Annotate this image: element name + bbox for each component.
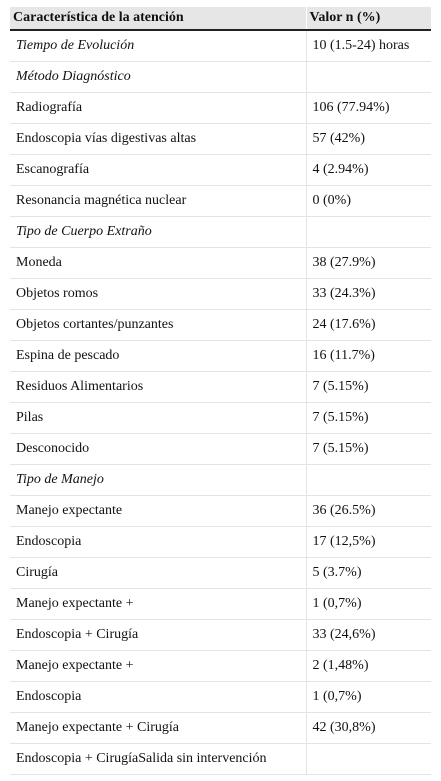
section-label: Método Diagnóstico bbox=[10, 61, 306, 93]
table-body: Tiempo de Evolución 10 (1.5-24) horas Méto… bbox=[10, 30, 431, 775]
table-row: Radiografía 106 (77.94%) bbox=[10, 92, 431, 124]
table-row: Endoscopia vías digestivas altas 57 (42%) bbox=[10, 123, 431, 155]
table-row: Moneda 38 (27.9%) bbox=[10, 247, 431, 279]
row-value: 42 (30,8%) bbox=[305, 712, 431, 744]
row-value bbox=[305, 464, 431, 496]
table-row: Objetos cortantes/punzantes 24 (17.6%) bbox=[10, 309, 431, 341]
table-row: Pilas 7 (5.15%) bbox=[10, 402, 431, 434]
row-value: 33 (24,6%) bbox=[305, 619, 431, 651]
table-row: Manejo expectante +2 (1,48%) bbox=[10, 650, 431, 682]
section-row: Tipo de Manejo bbox=[10, 464, 431, 496]
row-label: Endoscopia bbox=[10, 681, 306, 713]
table-row: Manejo expectante 36 (26.5%) bbox=[10, 495, 431, 527]
header-row: Característica de la atención Valor n (%… bbox=[10, 7, 431, 31]
row-value: 10 (1.5-24) horas bbox=[305, 30, 431, 62]
section-row: Tipo de Cuerpo Extraño bbox=[10, 216, 431, 248]
table-row: Cirugía 5 (3.7%) bbox=[10, 557, 431, 589]
table-row: Desconocido 7 (5.15%) bbox=[10, 433, 431, 465]
table-row: Escanografía 4 (2.94%) bbox=[10, 154, 431, 186]
row-label: Manejo expectante + bbox=[10, 650, 306, 682]
row-label: Resonancia magnética nuclear bbox=[10, 185, 306, 217]
row-label: Moneda bbox=[10, 247, 306, 279]
row-label: Objetos cortantes/punzantes bbox=[10, 309, 306, 341]
row-value: 7 (5.15%) bbox=[305, 371, 431, 403]
row-label: Radiografía bbox=[10, 92, 306, 124]
section-row: Tiempo de Evolución 10 (1.5-24) horas bbox=[10, 30, 431, 62]
table-row: Endoscopia + Cirugía 33 (24,6%) bbox=[10, 619, 431, 651]
row-label: Escanografía bbox=[10, 154, 306, 186]
row-label: Manejo expectante bbox=[10, 495, 306, 527]
row-value: 24 (17.6%) bbox=[305, 309, 431, 341]
row-label: Manejo expectante + bbox=[10, 588, 306, 620]
table-row: Objetos romos 33 (24.3%) bbox=[10, 278, 431, 310]
row-value: 106 (77.94%) bbox=[305, 92, 431, 124]
row-label: Desconocido bbox=[10, 433, 306, 465]
row-value bbox=[305, 743, 431, 775]
table-row: Espina de pescado 16 (11.7%) bbox=[10, 340, 431, 372]
table-row: Endoscopia + CirugíaSalida sin intervenc… bbox=[10, 743, 431, 775]
header-characteristic: Característica de la atención bbox=[10, 7, 306, 31]
section-label: Tiempo de Evolución bbox=[10, 30, 306, 62]
row-value: 36 (26.5%) bbox=[305, 495, 431, 527]
row-label: Endoscopia bbox=[10, 526, 306, 558]
row-value: 5 (3.7%) bbox=[305, 557, 431, 589]
row-label: Pilas bbox=[10, 402, 306, 434]
row-value: 16 (11.7%) bbox=[305, 340, 431, 372]
row-label: Cirugía bbox=[10, 557, 306, 589]
row-value: 2 (1,48%) bbox=[305, 650, 431, 682]
data-table-container: Característica de la atención Valor n (%… bbox=[10, 7, 431, 775]
row-label: Espina de pescado bbox=[10, 340, 306, 372]
header-value: Valor n (%) bbox=[305, 7, 431, 31]
row-label: Residuos Alimentarios bbox=[10, 371, 306, 403]
attention-characteristics-table: Característica de la atención Valor n (%… bbox=[10, 7, 431, 775]
row-label: Manejo expectante + Cirugía bbox=[10, 712, 306, 744]
table-row: Manejo expectante +1 (0,7%) bbox=[10, 588, 431, 620]
row-value: 4 (2.94%) bbox=[305, 154, 431, 186]
table-row: Endoscopia 17 (12,5%) bbox=[10, 526, 431, 558]
section-label: Tipo de Cuerpo Extraño bbox=[10, 216, 306, 248]
row-value: 7 (5.15%) bbox=[305, 433, 431, 465]
table-row: Residuos Alimentarios 7 (5.15%) bbox=[10, 371, 431, 403]
row-label: Objetos romos bbox=[10, 278, 306, 310]
row-value: 1 (0,7%) bbox=[305, 588, 431, 620]
row-value bbox=[305, 61, 431, 93]
row-value: 33 (24.3%) bbox=[305, 278, 431, 310]
row-label: Endoscopia + Cirugía bbox=[10, 619, 306, 651]
row-value: 38 (27.9%) bbox=[305, 247, 431, 279]
row-value: 17 (12,5%) bbox=[305, 526, 431, 558]
row-label: Endoscopia + CirugíaSalida sin intervenc… bbox=[10, 743, 306, 775]
section-row: Método Diagnóstico bbox=[10, 61, 431, 93]
section-label: Tipo de Manejo bbox=[10, 464, 306, 496]
table-row: Endoscopia 1 (0,7%) bbox=[10, 681, 431, 713]
row-value: 7 (5.15%) bbox=[305, 402, 431, 434]
row-value bbox=[305, 216, 431, 248]
row-label: Endoscopia vías digestivas altas bbox=[10, 123, 306, 155]
table-header: Característica de la atención Valor n (%… bbox=[10, 7, 431, 31]
table-row: Manejo expectante + Cirugía 42 (30,8%) bbox=[10, 712, 431, 744]
row-value: 1 (0,7%) bbox=[305, 681, 431, 713]
table-row: Resonancia magnética nuclear 0 (0%) bbox=[10, 185, 431, 217]
row-value: 57 (42%) bbox=[305, 123, 431, 155]
row-value: 0 (0%) bbox=[305, 185, 431, 217]
